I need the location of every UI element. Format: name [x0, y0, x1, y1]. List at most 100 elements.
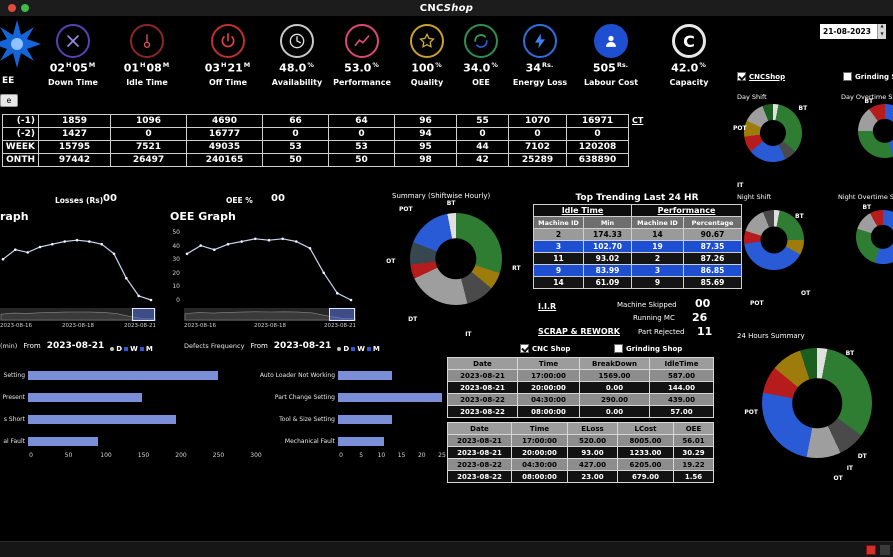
donut-label: BT	[446, 200, 456, 208]
checkbox-box[interactable]	[520, 344, 529, 353]
kpi-label: Capacity	[669, 77, 709, 87]
ct-link[interactable]: CT	[632, 116, 644, 125]
person-icon	[594, 24, 628, 58]
donut-label: POT	[744, 408, 758, 416]
oee-x-axis: 2023-08-16 2023-08-18 2023-08-21	[184, 323, 356, 329]
kpi-down-time: 02H05M Down Time	[35, 24, 111, 87]
y-tick: 30	[172, 256, 180, 264]
table-header-row: Date Time ELoss LCost OEE	[447, 422, 714, 435]
table-row: 2023-08-21 17:00:00 520.00 8005.00 56.01	[447, 434, 714, 447]
x-tick: 2023-08-18	[62, 323, 94, 329]
bar-row: Present	[0, 386, 256, 408]
kpi-label: Performance	[333, 77, 391, 87]
donut-hole	[792, 378, 842, 428]
x-tick: 15	[397, 452, 406, 459]
period-w-button[interactable]: W	[351, 345, 365, 353]
checkbox-box[interactable]	[737, 72, 746, 81]
kpi-label: Energy Loss	[512, 77, 568, 87]
table-row: 2023-08-22 04:30:00 290.00 439.00	[447, 393, 714, 406]
range-selector-handle[interactable]	[131, 308, 155, 321]
trend-row: 2 174.33 14 90.67	[533, 228, 743, 241]
date-picker[interactable]: 21-08-2023 ▲ ▼	[820, 24, 886, 39]
cnc-shop-filter-checkbox[interactable]: CNC Shop	[520, 344, 570, 353]
corner-button[interactable]: e	[0, 94, 18, 107]
window-close-button[interactable]	[8, 4, 16, 12]
loss-range-selector[interactable]	[0, 308, 156, 321]
table-row: 2023-08-21 20:00:00 0.00 144.00	[447, 381, 714, 394]
iir-link[interactable]: I.I.R	[538, 302, 557, 311]
night-shift-donut	[744, 210, 804, 270]
bar	[28, 436, 98, 446]
oee-graph-title: OEE Graph	[170, 210, 236, 223]
checkbox-box[interactable]	[614, 344, 623, 353]
x-tick: 100	[100, 452, 112, 459]
x-tick: 50	[64, 452, 73, 459]
oee-pct-value: 00	[271, 193, 285, 204]
tray-menu-icon[interactable]	[880, 545, 890, 555]
bar-label: s Short	[3, 415, 25, 423]
donut-hole	[760, 226, 788, 254]
loss-line-chart	[1, 238, 153, 302]
kpi-off-time: 03H21M Off Time	[190, 24, 266, 87]
x-tick: 10	[377, 452, 386, 459]
grinding-shop-filter-checkbox[interactable]: Grinding Shop	[614, 344, 682, 353]
taskbar	[0, 541, 893, 557]
period-d-button[interactable]: D	[337, 345, 349, 353]
period-marker	[351, 347, 356, 351]
period-marker	[337, 347, 342, 351]
machine-skipped-value: 00	[695, 297, 711, 310]
history-row: ONTH 97442 26497 240165 50 50 98 42 25289 638890	[2, 153, 629, 167]
oee-line-chart	[185, 237, 353, 302]
period-d-button[interactable]: D	[110, 345, 122, 353]
checkbox-box[interactable]	[843, 72, 852, 81]
bar-row: Tool & Size Setting	[252, 408, 442, 430]
grinding-shop-checkbox[interactable]: Grinding Shop	[843, 72, 893, 81]
x-tick: 0	[29, 452, 33, 459]
period-m-button[interactable]: M	[366, 345, 380, 353]
trend-row: 9 83.99 3 86.85	[533, 264, 743, 277]
trend-title: Top Trending Last 24 HR	[575, 193, 699, 203]
cost-table: Date Time ELoss LCost OEE 2023-08-21 17:00:00 5…	[447, 422, 714, 483]
cycle-arrows-icon	[464, 24, 498, 58]
x-tick: 300	[250, 452, 262, 459]
date-spinner[interactable]: ▲ ▼	[877, 24, 886, 39]
24h-summary-label: 24 Hours Summary	[737, 332, 805, 340]
y-tick: 50	[172, 229, 180, 236]
donut-label: BT	[862, 203, 872, 211]
x-tick: 200	[175, 452, 187, 459]
table-row: 2023-08-21 17:00:00 1569.00 587.00	[447, 369, 714, 382]
range-selector-handle[interactable]	[329, 308, 355, 321]
kpi-label: Down Time	[48, 77, 98, 87]
bar-x-axis: 0 50 100 150 200 250 300	[29, 452, 262, 460]
oee-pct-label: OEE %	[226, 196, 253, 205]
period-m-button[interactable]: M	[139, 345, 153, 353]
scrap-rework-link[interactable]: SCRAP & REWORK	[538, 327, 621, 336]
donut-hole	[872, 118, 893, 144]
donut-label: IT	[846, 464, 854, 472]
table-row: 2023-08-21 20:00:00 93.00 1233.00 30.29	[447, 446, 714, 459]
from-date[interactable]: 2023-08-21	[46, 340, 105, 351]
tray-app-icon[interactable]	[866, 545, 876, 555]
kpi-value: 48.0%	[279, 61, 314, 75]
power-icon	[211, 24, 245, 58]
table-row: 2023-08-22 08:00:00 0.00 57.00	[447, 405, 714, 418]
window-minimize-button[interactable]	[21, 4, 29, 12]
from-date[interactable]: 2023-08-21	[273, 340, 332, 351]
night-overtime-donut	[856, 210, 893, 264]
bar	[338, 392, 442, 402]
oee-range-selector[interactable]	[184, 308, 356, 321]
cnc-shop-checkbox[interactable]: CNCShop	[737, 72, 785, 81]
period-w-button[interactable]: W	[124, 345, 138, 353]
bar-x-axis: 0 5 10 15 20 25	[339, 452, 446, 460]
loss-bar-chart: Setting Present s Short al Fault 0 50 100 150 20…	[0, 364, 262, 460]
capacity-c-icon: C	[672, 24, 706, 58]
x-tick: 2023-08-16	[0, 323, 32, 329]
x-tick: 20	[417, 452, 426, 459]
kpi-value: 53.0%	[344, 61, 379, 75]
x-tick: 150	[137, 452, 150, 459]
bar-row: al Fault	[0, 430, 256, 452]
bar	[28, 392, 142, 402]
